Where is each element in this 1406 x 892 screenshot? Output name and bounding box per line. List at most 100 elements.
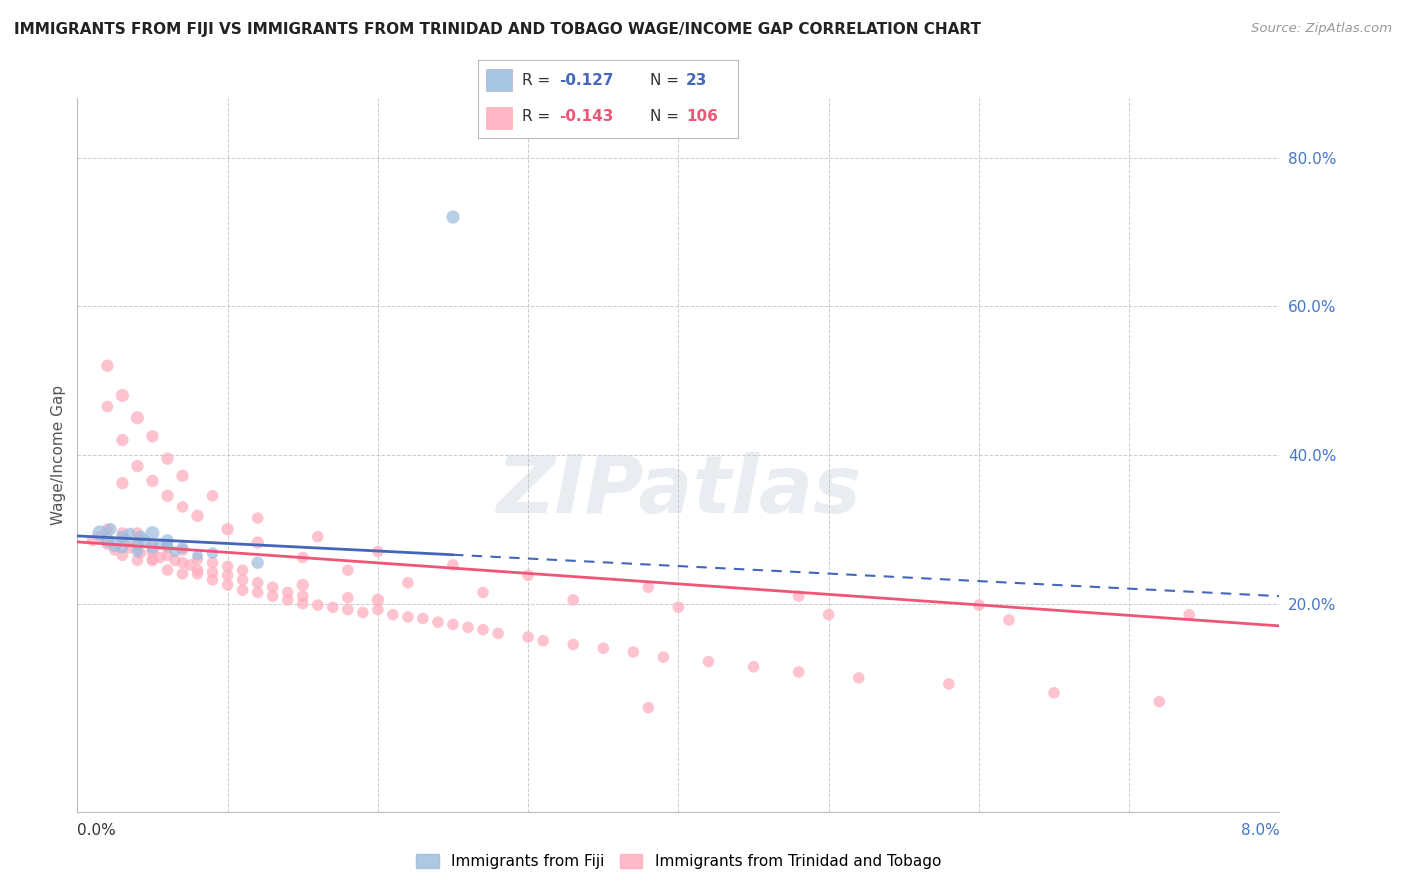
- Point: [172, 566, 194, 581]
- Text: R =: R =: [522, 109, 555, 124]
- Bar: [486, 107, 512, 128]
- Point: [141, 537, 163, 551]
- Point: [1149, 695, 1171, 709]
- Point: [1043, 686, 1066, 700]
- Point: [246, 556, 269, 570]
- Point: [82, 533, 104, 548]
- Text: R =: R =: [522, 72, 555, 87]
- Point: [96, 359, 118, 373]
- Point: [201, 546, 224, 560]
- Point: [457, 620, 479, 634]
- Point: [367, 602, 389, 616]
- Point: [472, 623, 495, 637]
- Point: [367, 544, 389, 558]
- Point: [156, 563, 179, 577]
- Point: [127, 537, 149, 551]
- Point: [621, 645, 644, 659]
- Point: [186, 508, 209, 523]
- Point: [787, 665, 810, 679]
- Point: [562, 592, 585, 607]
- Point: [562, 637, 585, 651]
- Text: ZIPatlas: ZIPatlas: [496, 451, 860, 530]
- Point: [149, 550, 172, 565]
- Point: [89, 530, 111, 544]
- Point: [186, 548, 209, 563]
- Point: [156, 541, 179, 555]
- Point: [637, 700, 659, 714]
- Point: [441, 210, 464, 224]
- Point: [141, 429, 163, 443]
- Text: IMMIGRANTS FROM FIJI VS IMMIGRANTS FROM TRINIDAD AND TOBAGO WAGE/INCOME GAP CORR: IMMIGRANTS FROM FIJI VS IMMIGRANTS FROM …: [14, 22, 981, 37]
- Point: [262, 589, 284, 603]
- Text: -0.127: -0.127: [558, 72, 613, 87]
- Point: [817, 607, 839, 622]
- Point: [531, 633, 554, 648]
- Bar: [486, 70, 512, 91]
- Point: [96, 533, 118, 548]
- Point: [201, 573, 224, 587]
- Point: [111, 533, 134, 548]
- Point: [967, 598, 990, 612]
- Point: [517, 630, 540, 644]
- Point: [201, 556, 224, 570]
- Point: [172, 541, 194, 555]
- Text: N =: N =: [650, 109, 683, 124]
- Point: [201, 566, 224, 580]
- Point: [186, 566, 209, 581]
- Point: [652, 650, 675, 665]
- Point: [104, 543, 127, 558]
- Point: [127, 526, 149, 541]
- Point: [217, 559, 239, 574]
- Point: [127, 410, 149, 425]
- Point: [291, 578, 314, 592]
- Point: [232, 563, 254, 577]
- Point: [246, 511, 269, 525]
- Point: [89, 526, 111, 541]
- Point: [998, 613, 1021, 627]
- Point: [163, 544, 186, 558]
- Point: [149, 537, 172, 551]
- Point: [179, 558, 201, 572]
- Point: [127, 553, 149, 567]
- Text: -0.143: -0.143: [558, 109, 613, 124]
- Legend: Immigrants from Fiji, Immigrants from Trinidad and Tobago: Immigrants from Fiji, Immigrants from Tr…: [409, 848, 948, 875]
- Point: [291, 597, 314, 611]
- Point: [307, 598, 329, 612]
- Point: [697, 655, 720, 669]
- Point: [104, 539, 127, 553]
- Point: [217, 522, 239, 536]
- Point: [592, 641, 614, 656]
- Point: [396, 575, 419, 590]
- Point: [246, 575, 269, 590]
- Point: [367, 592, 389, 607]
- Point: [441, 617, 464, 632]
- Point: [156, 533, 179, 548]
- Point: [111, 541, 134, 555]
- Text: 8.0%: 8.0%: [1240, 822, 1279, 838]
- Point: [111, 388, 134, 402]
- Point: [111, 476, 134, 491]
- Point: [156, 539, 179, 553]
- Point: [100, 522, 122, 536]
- Point: [156, 451, 179, 466]
- Point: [427, 615, 450, 630]
- Point: [322, 600, 344, 615]
- Point: [412, 611, 434, 625]
- Point: [1178, 607, 1201, 622]
- Point: [742, 660, 765, 674]
- Y-axis label: Wage/Income Gap: Wage/Income Gap: [51, 384, 66, 525]
- Point: [186, 552, 209, 566]
- Point: [156, 548, 179, 563]
- Point: [486, 626, 509, 640]
- Point: [141, 526, 163, 541]
- Point: [118, 541, 141, 555]
- Point: [246, 585, 269, 599]
- Point: [232, 573, 254, 587]
- Point: [96, 537, 118, 551]
- Point: [141, 474, 163, 488]
- Text: N =: N =: [650, 72, 683, 87]
- Point: [352, 606, 374, 620]
- Point: [668, 600, 690, 615]
- Point: [172, 543, 194, 558]
- Point: [111, 526, 134, 541]
